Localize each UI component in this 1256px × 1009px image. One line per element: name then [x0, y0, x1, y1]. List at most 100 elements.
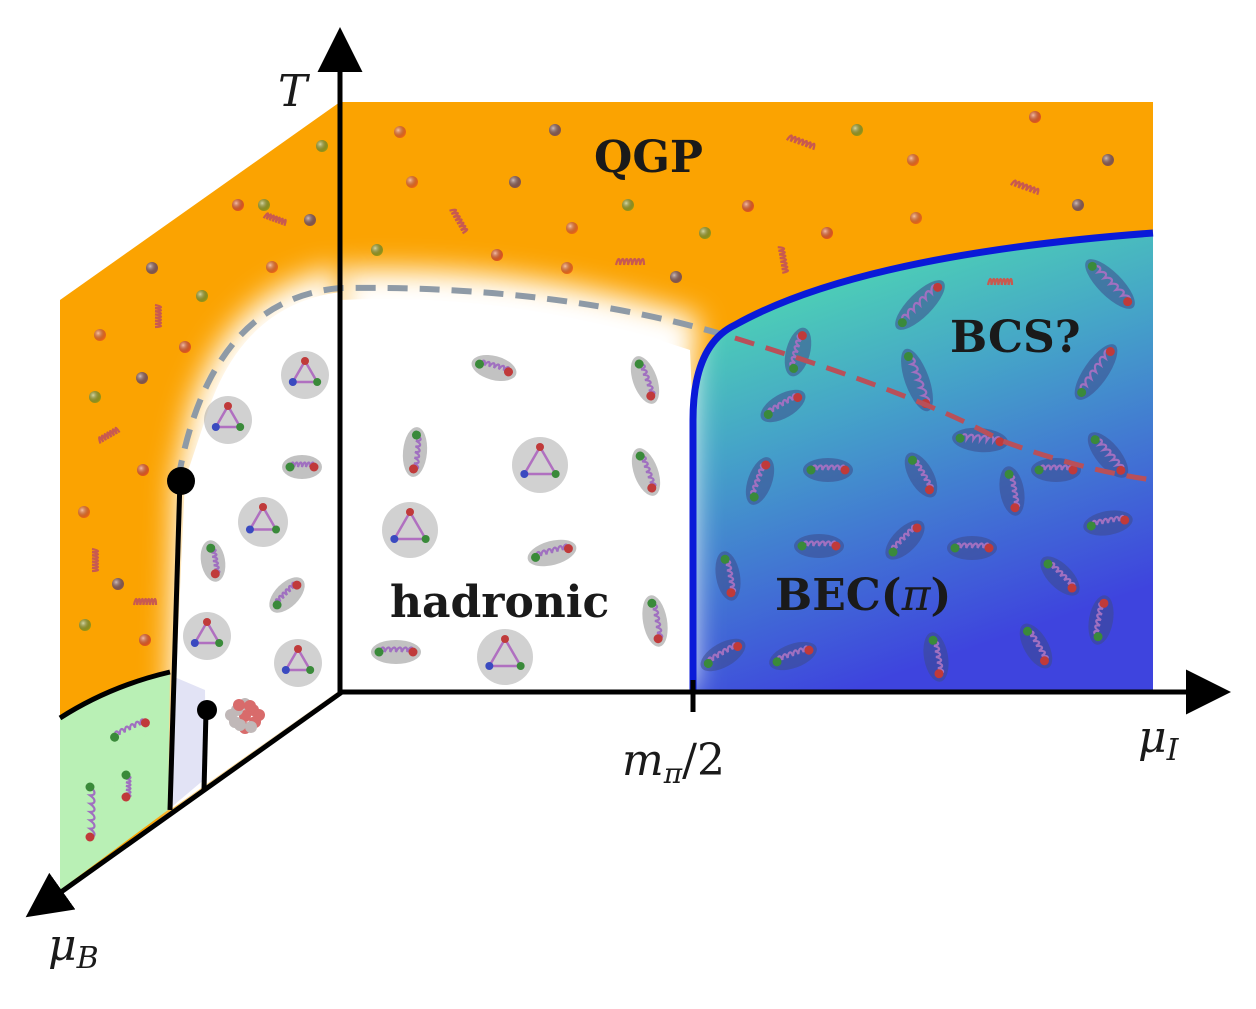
meson-particle — [1087, 432, 1129, 478]
meson-particle — [1019, 623, 1053, 669]
meson-particle — [114, 767, 138, 805]
meson-particle — [885, 520, 925, 560]
quark-particle — [1102, 154, 1114, 166]
meson-particle — [1074, 344, 1118, 400]
quark-particle — [94, 329, 106, 341]
quark-particle — [561, 262, 573, 274]
gluon-spring — [986, 277, 1014, 286]
side-hadronic-region — [170, 292, 340, 810]
meson-particle — [923, 632, 949, 682]
quark-particle — [670, 271, 682, 283]
gluon-spring — [785, 134, 816, 151]
quark-particle — [316, 140, 328, 152]
quark-particle — [851, 124, 863, 136]
meson-particle — [282, 455, 322, 479]
quark-particle — [232, 199, 244, 211]
meson-particle — [700, 638, 746, 672]
qgp-label: QGP — [594, 132, 703, 183]
t-axis-label: T — [278, 66, 311, 117]
nucleon-ball — [233, 699, 245, 711]
crossover-line-hadronic — [175, 284, 736, 481]
quark-particle — [258, 199, 270, 211]
quark-particle — [112, 578, 124, 590]
baryon-particle — [512, 437, 568, 493]
m-pi-tick-label: mπ/2 — [622, 735, 725, 790]
baryon-particle — [281, 351, 329, 399]
meson-particle — [895, 280, 945, 330]
baryon-particle — [382, 502, 438, 558]
quark-particle — [136, 372, 148, 384]
baryon-particle — [183, 612, 231, 660]
meson-particle — [631, 448, 661, 496]
quark-particle — [491, 249, 503, 261]
quark-particle — [139, 634, 151, 646]
quark-particle — [821, 227, 833, 239]
baryon-particle — [238, 497, 288, 547]
mu-b-axis-label: μB — [48, 920, 99, 976]
quark-particle — [304, 214, 316, 226]
quark-particle — [566, 222, 578, 234]
mu-b-axis — [25, 689, 344, 918]
meson-particle — [630, 356, 660, 404]
gluon-spring — [1009, 179, 1040, 196]
gluon-spring — [777, 246, 790, 274]
meson-particle — [745, 457, 775, 505]
meson-particle — [784, 327, 812, 377]
meson-particle — [200, 540, 226, 582]
nucleon-ball — [253, 709, 265, 721]
baryon-particle — [477, 629, 533, 685]
meson-particle — [794, 534, 844, 558]
gluon-spring — [91, 547, 100, 573]
bec-label: BEC(π) — [775, 570, 951, 621]
nuclear-boundary-line — [58, 669, 171, 721]
gluon-spring — [98, 426, 121, 444]
quark-particle — [1029, 111, 1041, 123]
liquid-gas-endpoint — [197, 700, 217, 720]
quark-particle — [910, 212, 922, 224]
quark-particle — [394, 126, 406, 138]
nucleon-ball — [225, 709, 237, 721]
nucleon-ball — [245, 721, 257, 733]
meson-particle — [999, 466, 1025, 516]
quark-particle — [79, 619, 91, 631]
quark-particle — [699, 227, 711, 239]
quark-particle — [509, 176, 521, 188]
bec-phase-boundary — [689, 229, 1154, 690]
meson-particle — [769, 641, 817, 671]
bcs-label: BCS? — [950, 312, 1081, 363]
quark-particle — [907, 154, 919, 166]
meson-particle — [402, 427, 428, 477]
meson-particle — [642, 595, 668, 647]
meson-particle — [1085, 259, 1135, 309]
meson-particle — [1088, 595, 1114, 645]
quark-particle — [78, 506, 90, 518]
meson-particle — [1040, 556, 1080, 596]
meson-particle — [471, 354, 517, 382]
meson-particle — [371, 640, 421, 664]
meson-particle — [106, 714, 154, 746]
quark-particle — [196, 290, 208, 302]
gluon-spring — [132, 597, 158, 606]
crossover-line-bcs — [734, 335, 1154, 483]
nucleon-ball — [234, 719, 246, 731]
liquid-gas-line — [201, 711, 209, 791]
quark-particle — [89, 391, 101, 403]
hadronic-label: hadronic — [390, 577, 609, 628]
nucleon-ball — [244, 700, 256, 712]
quark-particle — [146, 262, 158, 274]
chiral-transition-line — [167, 479, 183, 811]
hadronic-region — [340, 299, 693, 690]
mu-i-axis-label: μI — [1138, 712, 1180, 768]
meson-particle — [527, 539, 577, 567]
gluon-spring — [614, 257, 646, 266]
quark-particle — [406, 176, 418, 188]
gluon-spring — [262, 212, 287, 227]
quark-particle — [622, 199, 634, 211]
baryon-particle — [274, 639, 322, 687]
critical-point — [167, 467, 195, 495]
quark-particle — [137, 464, 149, 476]
quark-particle — [549, 124, 561, 136]
gluon-spring — [449, 208, 469, 235]
quark-particle — [1072, 199, 1084, 211]
